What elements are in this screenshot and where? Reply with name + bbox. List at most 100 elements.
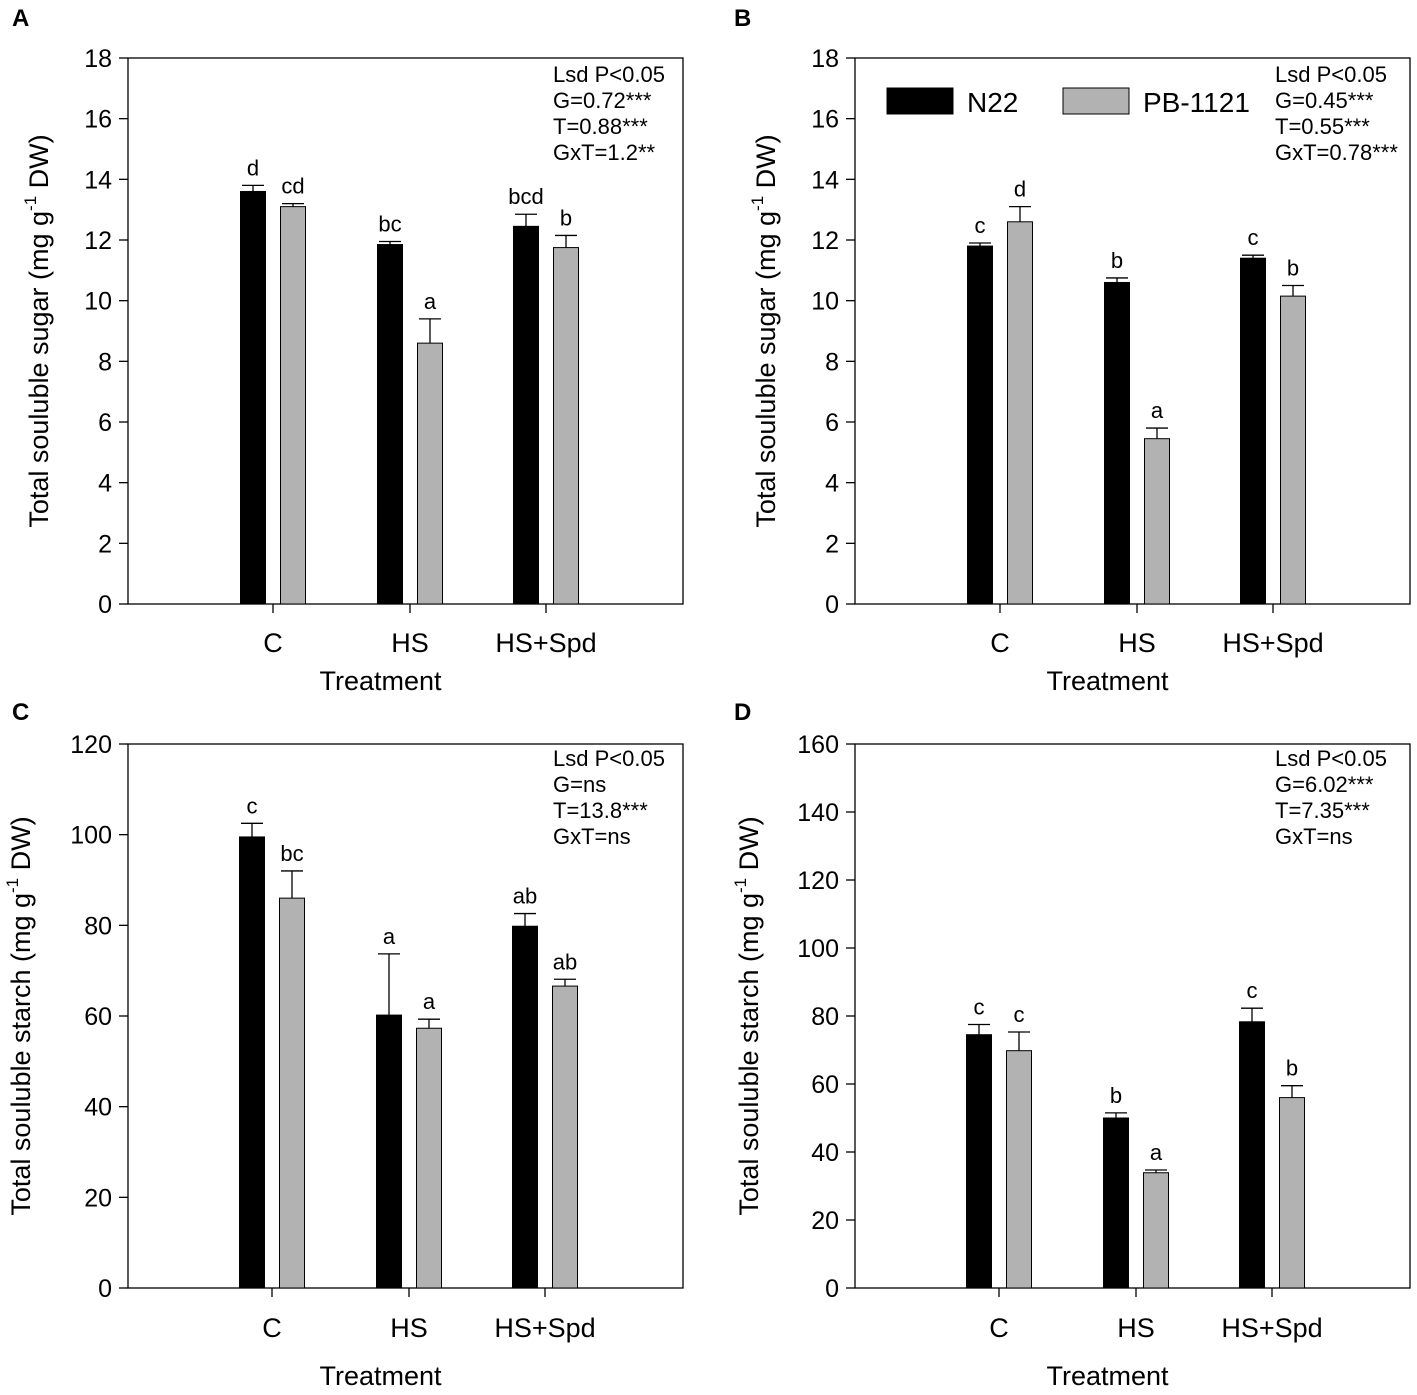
x-tick-label: HS+Spd [1222, 628, 1323, 658]
legend-label: PB-1121 [1143, 87, 1250, 118]
x-axis-title: Treatment [319, 1361, 442, 1391]
y-tick-label: 0 [825, 591, 839, 619]
y-tick-label: 14 [811, 166, 839, 194]
y-tick-label: 60 [84, 1003, 112, 1031]
bar-n22-c [966, 1034, 992, 1289]
significance-letter: a [383, 924, 396, 949]
significance-letter: a [423, 989, 436, 1014]
bar-pb-1121-c [1006, 1050, 1032, 1289]
y-tick-label: 100 [797, 935, 839, 963]
bar-n22-hs [377, 244, 403, 605]
y-axis-title-main: Total souluble sugar (mg g [24, 211, 54, 528]
x-tick-label: HS [1117, 1313, 1155, 1343]
x-tick-label: C [989, 1313, 1009, 1343]
y-tick-label: 12 [84, 227, 112, 255]
y-axis-title-superscript: -1 [748, 196, 767, 211]
stats-annotation: GxT=1.2** [553, 140, 656, 165]
y-tick-label: 20 [811, 1207, 839, 1235]
y-tick-label: 80 [84, 912, 112, 940]
stats-annotation: Lsd P<0.05 [553, 746, 665, 771]
significance-letter: a [1151, 398, 1164, 423]
y-tick-label: 0 [98, 591, 112, 619]
x-tick-label: C [990, 628, 1010, 658]
x-tick-label: HS+Spd [1221, 1313, 1322, 1343]
stats-annotation: T=13.8*** [553, 798, 648, 823]
stats-annotation: GxT=0.78*** [1275, 140, 1398, 165]
y-tick-label: 8 [825, 348, 839, 376]
x-tick-label: HS+Spd [495, 628, 596, 658]
y-axis-title-superscript: -1 [21, 196, 40, 211]
y-tick-label: 140 [797, 799, 839, 827]
y-tick-label: 20 [84, 1184, 112, 1212]
y-tick-label: 16 [84, 106, 112, 134]
y-axis-title-main: Total souluble starch (mg g [6, 893, 36, 1216]
panel-letter: B [734, 5, 751, 32]
stats-annotation: G=6.02*** [1275, 772, 1374, 797]
stats-annotation: G=0.72*** [553, 88, 652, 113]
legend-swatch-pb-1121 [1062, 87, 1130, 115]
bar-pb-1121-c [1007, 221, 1033, 605]
y-axis-title-unit: DW) [751, 134, 781, 195]
plot-frame [127, 57, 684, 605]
stats-annotation: Lsd P<0.05 [553, 62, 665, 87]
significance-letter: d [1014, 177, 1026, 202]
y-tick-label: 6 [98, 409, 112, 437]
stats-annotation: Lsd P<0.05 [1275, 62, 1387, 87]
x-tick-label: HS [1118, 628, 1156, 658]
significance-letter: b [1286, 1056, 1298, 1081]
legend-swatch-n22 [886, 87, 954, 115]
y-tick-label: 4 [98, 470, 112, 498]
significance-letter: c [974, 995, 985, 1020]
x-tick-label: C [263, 628, 283, 658]
stats-annotation: T=0.88*** [553, 114, 648, 139]
bar-pb-1121-hs [1144, 438, 1170, 605]
bar-n22-c [239, 836, 265, 1289]
significance-letter: a [1150, 1140, 1163, 1165]
panel-a: A 0 2 4 6 8 10 12 14 16 18 C HS HS+Spd Treatment Total … [12, 5, 684, 696]
bar-n22-hs [376, 1014, 402, 1289]
y-axis-title-superscript: -1 [3, 878, 22, 893]
x-tick-label: HS [391, 628, 429, 658]
panel-letter: A [12, 5, 29, 32]
y-tick-label: 10 [811, 288, 839, 316]
bar-pb-1121-hs [416, 1027, 442, 1289]
significance-letter: b [1287, 256, 1299, 281]
panel-letter: D [734, 699, 751, 726]
y-tick-label: 60 [811, 1071, 839, 1099]
bar-pb-1121-c [279, 897, 305, 1289]
y-tick-label: 10 [84, 288, 112, 316]
significance-letter: bc [280, 841, 303, 866]
y-axis-title: Total souluble sugar (mg g-1 DW) [748, 134, 781, 527]
stats-annotation: Lsd P<0.05 [1275, 746, 1387, 771]
bar-pb-1121-hs [417, 342, 443, 605]
bar-n22-hs [1104, 281, 1130, 605]
significance-letter: b [1111, 248, 1123, 273]
bar-n22-hs [1103, 1117, 1129, 1289]
significance-letter: a [424, 289, 437, 314]
y-tick-label: 40 [84, 1094, 112, 1122]
x-axis-title: Treatment [319, 666, 442, 696]
y-tick-label: 16 [811, 106, 839, 134]
stats-annotation: G=0.45*** [1275, 88, 1374, 113]
x-tick-label: C [262, 1313, 282, 1343]
stats-annotation: T=0.55*** [1275, 114, 1370, 139]
bar-pb-1121-c [280, 206, 306, 605]
y-axis-title: Total souluble starch (mg g-1 DW) [3, 816, 36, 1215]
bar-n22-hs-spd [513, 225, 539, 605]
significance-letter: c [1247, 978, 1258, 1003]
y-tick-label: 2 [825, 530, 839, 558]
significance-letter: ab [513, 884, 537, 909]
y-axis-title: Total souluble starch (mg g-1 DW) [731, 816, 764, 1215]
stats-annotation: GxT=ns [1275, 824, 1353, 849]
stats-annotation: G=ns [553, 772, 606, 797]
significance-letter: d [247, 155, 259, 180]
y-tick-label: 2 [98, 530, 112, 558]
bar-pb-1121-hs-spd [1279, 1097, 1305, 1289]
legend-label: N22 [967, 87, 1018, 118]
bar-n22-hs-spd [1239, 1021, 1265, 1289]
y-tick-label: 40 [811, 1139, 839, 1167]
significance-letter: ab [553, 949, 577, 974]
x-axis-title: Treatment [1046, 666, 1169, 696]
bar-pb-1121-hs [1143, 1172, 1169, 1289]
